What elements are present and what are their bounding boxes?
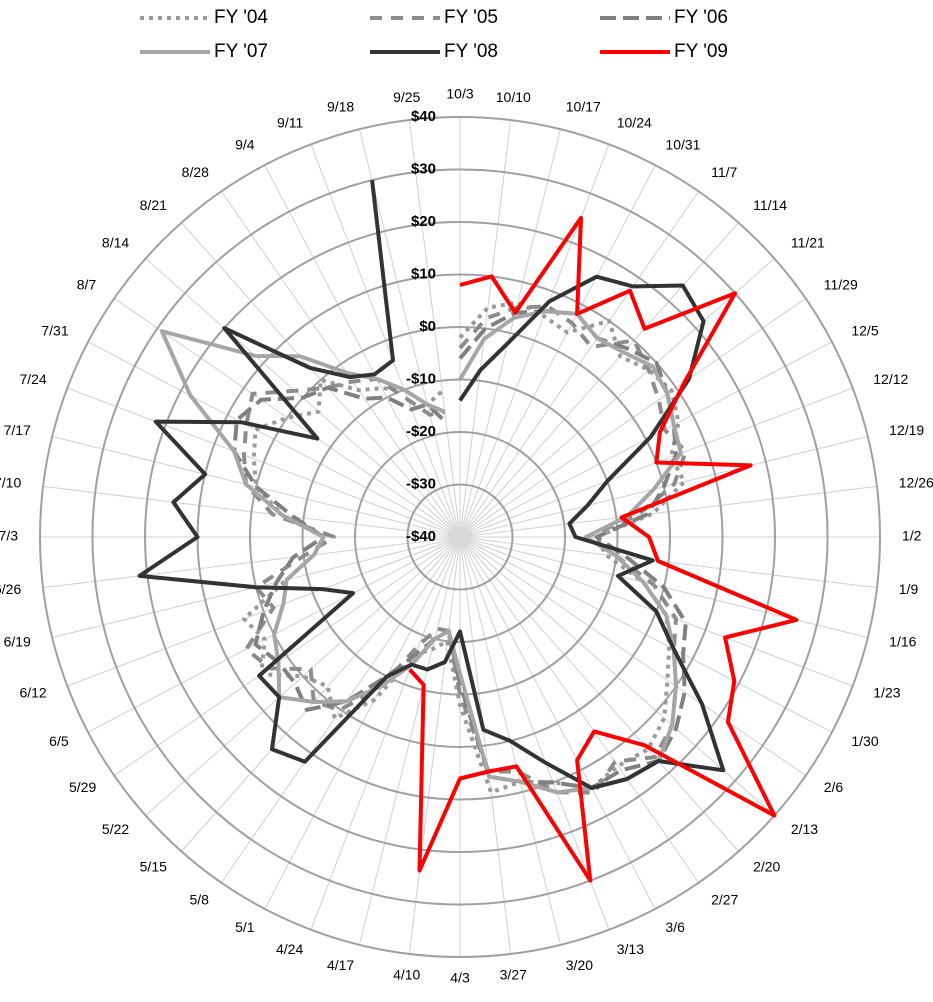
- category-label: 2/13: [791, 821, 818, 837]
- category-label: 1/30: [851, 733, 878, 749]
- category-label: 12/5: [851, 322, 878, 338]
- y-tick-label: -$10: [406, 370, 436, 387]
- category-label: 9/11: [277, 114, 303, 130]
- grid-ring: [249, 326, 671, 748]
- legend-label: FY '05: [444, 7, 498, 28]
- category-label: 4/24: [276, 941, 303, 957]
- y-tick-label: $0: [419, 318, 436, 335]
- category-label: 5/8: [189, 891, 209, 907]
- category-label: 9/25: [393, 89, 420, 105]
- legend-label: FY '06: [674, 7, 728, 28]
- category-label: 5/29: [69, 779, 96, 795]
- category-label: 7/17: [4, 422, 31, 438]
- category-label: 10/10: [496, 89, 531, 105]
- legend-label: FY '07: [214, 41, 268, 62]
- grid-ring: [91, 168, 829, 906]
- category-label: 11/29: [824, 277, 858, 293]
- category-label: 10/31: [665, 136, 700, 152]
- category-label: 3/6: [665, 919, 685, 935]
- y-tick-label: $30: [411, 160, 436, 177]
- category-label: 10/24: [617, 114, 652, 130]
- series-line: [242, 304, 688, 795]
- legend-label: FY '09: [674, 41, 728, 62]
- legend-label: FY '04: [214, 7, 268, 28]
- series-line: [408, 215, 799, 883]
- category-label: 8/21: [140, 197, 167, 213]
- category-label: 6/5: [49, 733, 69, 749]
- category-label: 1/2: [902, 528, 922, 544]
- category-label: 6/12: [19, 684, 46, 700]
- y-tick-label: $20: [411, 213, 436, 230]
- category-label: 2/27: [711, 891, 738, 907]
- y-tick-label: -$20: [406, 423, 436, 440]
- category-label: 6/26: [0, 581, 21, 597]
- category-label: 1/23: [873, 684, 900, 700]
- grid-ring: [354, 431, 566, 643]
- category-label: 5/1: [235, 919, 255, 935]
- category-label: 9/4: [235, 136, 255, 152]
- category-label: 12/19: [889, 422, 924, 438]
- category-label: 7/10: [0, 474, 21, 490]
- category-label: 8/14: [102, 235, 129, 251]
- category-label: 1/16: [889, 633, 916, 649]
- legend-label: FY '08: [444, 41, 498, 62]
- category-label: 3/13: [617, 941, 644, 957]
- category-label: 4/10: [393, 966, 420, 982]
- category-label: 7/24: [19, 371, 46, 387]
- y-tick-label: -$30: [406, 475, 436, 492]
- category-label: 10/3: [446, 86, 473, 102]
- category-label: 3/20: [566, 957, 593, 973]
- category-label: 2/20: [753, 859, 780, 875]
- category-label: 6/19: [4, 633, 31, 649]
- category-label: 5/15: [140, 859, 167, 875]
- grid-ring: [39, 116, 881, 958]
- category-label: 11/14: [753, 197, 787, 213]
- y-tick-label: $10: [411, 265, 436, 282]
- category-label: 10/17: [566, 99, 601, 115]
- category-label: 8/7: [77, 277, 97, 293]
- category-label: 2/6: [824, 779, 844, 795]
- category-label: 11/21: [791, 235, 825, 251]
- category-label: 12/12: [873, 371, 908, 387]
- grid-ring: [406, 483, 514, 591]
- category-label: 8/28: [182, 164, 209, 180]
- category-label: 5/22: [102, 821, 129, 837]
- category-label: 4/3: [450, 970, 470, 986]
- category-label: 3/27: [500, 966, 527, 982]
- category-label: 12/26: [899, 474, 933, 490]
- grid-ring: [144, 221, 776, 853]
- category-label: 1/9: [899, 581, 919, 597]
- y-tick-label: $40: [411, 108, 436, 125]
- category-label: 7/31: [41, 322, 68, 338]
- center-dot: [450, 527, 470, 547]
- category-label: 11/7: [711, 164, 737, 180]
- category-label: 9/18: [327, 99, 354, 115]
- series-line: [242, 300, 687, 795]
- y-tick-label: -$40: [406, 528, 436, 545]
- category-label: 7/3: [0, 528, 18, 544]
- category-label: 4/17: [327, 957, 354, 973]
